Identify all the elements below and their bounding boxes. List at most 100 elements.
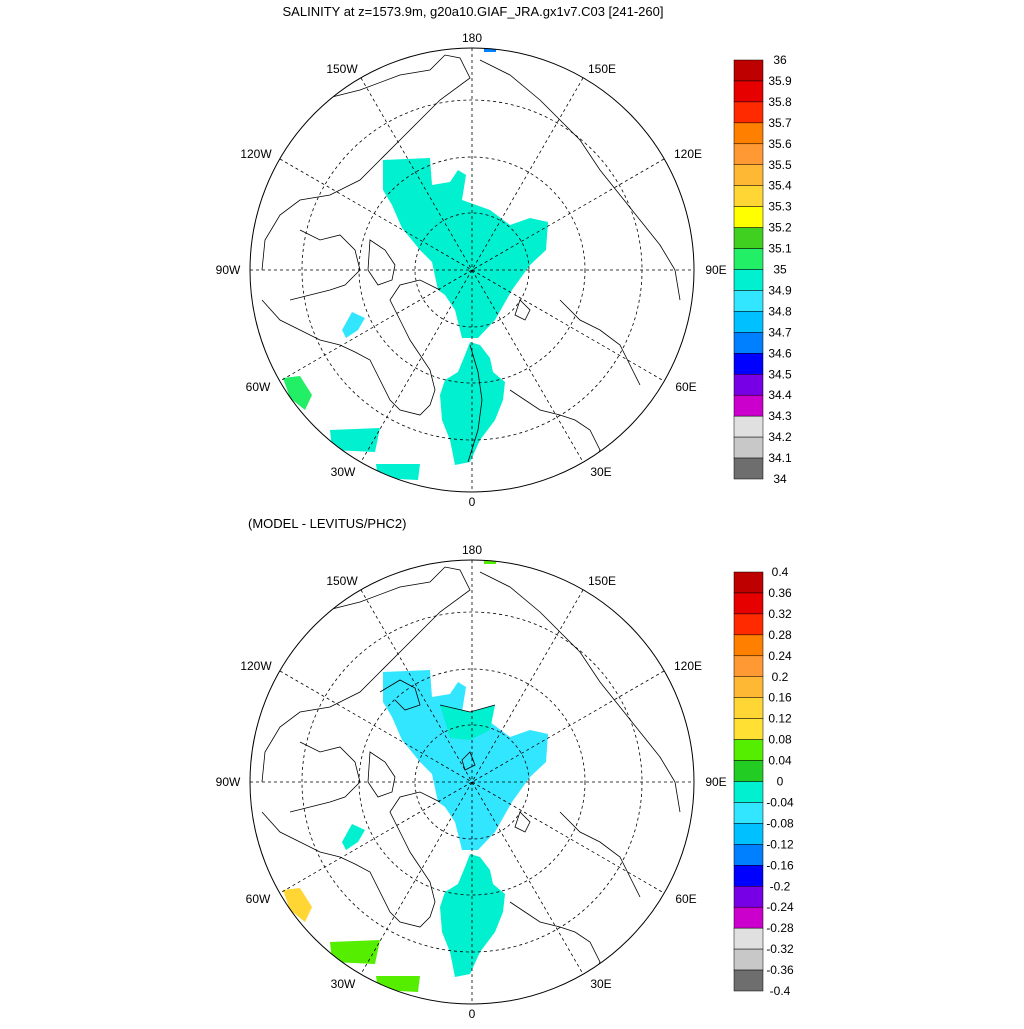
panel-2-map-area: [250, 560, 694, 1004]
panel-2-colorbar-tick-label: 0.28: [768, 628, 792, 642]
panel-2-colorbar-swatch: [733, 906, 764, 929]
panel-1-colorbar-tick-label: 35.4: [768, 179, 792, 193]
panel-2-colorbar-tick-label: -0.08: [766, 816, 794, 830]
greenland-sea-field-2: [330, 940, 380, 964]
panel-1-colorbar-tick-label: 34.4: [768, 388, 792, 402]
panel-1-colorbar-tick-label: 36: [773, 53, 787, 67]
baffin-field-2: [342, 824, 365, 850]
greenland-sea-field: [330, 428, 380, 452]
panel-1-title: SALINITY at z=1573.9m, g20a10.GIAF_JRA.g…: [283, 4, 664, 19]
lon-label-60w: 60W: [246, 380, 271, 394]
lon-label-150w: 150W: [326, 62, 358, 76]
panel-1-salinity-map: SALINITY at z=1573.9m, g20a10.GIAF_JRA.g…: [216, 4, 792, 509]
panel-1-colorbar-swatch: [733, 164, 764, 186]
arctic-inner-field-2: [440, 705, 495, 740]
panel-2-colorbar-tick-label: -0.28: [766, 921, 794, 935]
lon-label-180-p2: 180: [462, 543, 482, 557]
panel-1-colorbar-swatch: [733, 311, 764, 333]
panel-2-colorbar-tick-label: -0.24: [766, 900, 794, 914]
fram-strait-field: [440, 342, 505, 465]
panel-2-colorbar-swatch: [733, 760, 764, 782]
lon-label-0-p2: 0: [469, 1007, 476, 1021]
panel-1-colorbar-swatch: [733, 80, 764, 103]
lon-label-150e-p2: 150E: [588, 574, 616, 588]
panel-2-colorbar-tick-label: 0.2: [772, 670, 789, 684]
panel-2-colorbar-swatch: [733, 948, 764, 971]
panel-2-colorbar-tick-label: 0.12: [768, 712, 792, 726]
panel-1-colorbar: 36 35.9 35.8 35.7 35.6 35.5 35.4 35.3 35.2 35.1 35…: [733, 53, 792, 486]
panel-2-colorbar-swatch: [733, 927, 764, 950]
panel-2-colorbar-tick-label: 0.36: [768, 586, 792, 600]
panel-2-colorbar-swatch: [733, 865, 764, 887]
panel-1-colorbar-tick-label: 35.3: [768, 200, 792, 214]
lon-label-30e: 30E: [590, 465, 611, 479]
lon-label-120w: 120W: [240, 147, 272, 161]
panel-1-colorbar-tick-label: 34.5: [768, 367, 792, 381]
panel-2-colorbar-tick-label: -0.04: [766, 795, 794, 809]
panel-1-colorbar-tick-label: 34.8: [768, 304, 792, 318]
lon-label-120e: 120E: [674, 147, 702, 161]
panel-1-colorbar-swatch: [733, 415, 764, 438]
panel-1-lon-labels: 180 150W 150E 120W 120E 90W 90E 60W 60E …: [216, 31, 727, 509]
panel-1-colorbar-tick-label: 34: [773, 472, 787, 486]
panel-1-colorbar-tick-label: 35.7: [768, 116, 792, 130]
panel-2-colorbar-tick-label: -0.32: [766, 942, 794, 956]
panel-2-colorbar-tick-label: 0.4: [772, 565, 789, 579]
labrador-field-2: [283, 888, 312, 922]
panel-2-colorbar-swatch: [733, 781, 764, 803]
baffin-field: [342, 312, 365, 338]
fram-strait-field-2: [440, 854, 505, 977]
panel-2-difference-map: (MODEL - LEVITUS/PHC2): [216, 516, 794, 1021]
lon-label-90w: 90W: [216, 263, 241, 277]
panel-2-colorbar-tick-label: -0.4: [770, 984, 791, 998]
panel-2-lon-labels: 180 150W 150E 120W 120E 90W 90E 60W 60E …: [216, 543, 727, 1021]
panel-1-colorbar-swatch: [733, 248, 764, 270]
panel-1-colorbar-swatch: [733, 227, 764, 249]
panel-1-colorbar-swatch: [733, 394, 764, 417]
lon-label-150w-p2: 150W: [326, 574, 358, 588]
panel-1-colorbar-swatch: [733, 101, 764, 124]
panel-2-colorbar-swatch: [733, 823, 764, 845]
panel-1-colorbar-tick-label: 35.9: [768, 74, 792, 88]
lon-label-60e: 60E: [675, 380, 696, 394]
panel-1-colorbar-tick-label: 35: [773, 263, 787, 277]
panel-2-title: (MODEL - LEVITUS/PHC2): [248, 516, 406, 531]
panel-2-colorbar-swatch: [733, 802, 764, 824]
lon-label-0: 0: [469, 495, 476, 509]
panel-1-colorbar-tick-label: 34.6: [768, 346, 792, 360]
lon-label-30w: 30W: [331, 465, 356, 479]
lon-label-30e-p2: 30E: [590, 977, 611, 991]
panel-2-colorbar-tick-label: 0.08: [768, 733, 792, 747]
panel-1-colorbar-tick-label: 34.3: [768, 409, 792, 423]
panel-2-colorbar-tick-label: -0.16: [766, 858, 794, 872]
arctic-basin-field: [383, 158, 548, 338]
panel-2-colorbar-tick-label: 0.32: [768, 607, 792, 621]
panel-2-colorbar-swatch: [733, 697, 764, 719]
panel-1-colorbar-tick-label: 35.8: [768, 95, 792, 109]
panel-2-colorbar-swatch: [733, 592, 764, 615]
lon-label-90e: 90E: [705, 263, 726, 277]
panel-1-colorbar-swatch: [733, 457, 764, 480]
labrador-field: [283, 376, 312, 410]
lon-label-30w-p2: 30W: [331, 977, 356, 991]
panel-2-colorbar-swatch: [733, 739, 764, 761]
panel-1-colorbar-swatch: [733, 122, 764, 145]
panel-2-colorbar-swatch: [733, 718, 764, 740]
panel-1-colorbar-swatch: [733, 332, 764, 354]
panel-2-colorbar-tick-label: 0.24: [768, 649, 792, 663]
lon-label-60e-p2: 60E: [675, 892, 696, 906]
lon-label-180: 180: [462, 31, 482, 45]
panel-2-colorbar-swatch: [733, 676, 764, 698]
panel-1-colorbar-swatch: [733, 290, 764, 312]
panel-2-boundary: [249, 559, 695, 1005]
lon-label-90e-p2: 90E: [705, 775, 726, 789]
panel-1-colorbar-swatch: [733, 206, 764, 228]
panel-1-colorbar-swatch: [733, 374, 764, 396]
contour-line: [467, 344, 483, 463]
lon-label-150e: 150E: [588, 62, 616, 76]
panel-1-colorbar-swatch: [733, 143, 764, 166]
panel-1-colorbar-tick-label: 35.6: [768, 137, 792, 151]
contour-line-2: [379, 679, 496, 771]
lon-label-90w-p2: 90W: [216, 775, 241, 789]
